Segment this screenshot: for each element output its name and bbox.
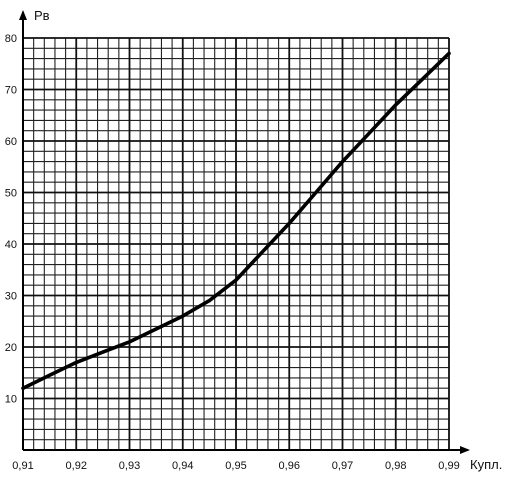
y-tick-label: 40 [5,239,17,251]
tick-labels: 10 20 30 40 50 60 70 80 0,91 0,92 0,93 0,94 0,95 0,96… [5,33,460,472]
x-axis-label: Купл. [470,457,502,472]
x-tick-label: 0,97 [332,460,353,472]
series-layer [21,51,451,391]
x-tick-label: 0,93 [119,460,140,472]
x-tick-label: 0,99 [438,460,459,472]
x-tick-label: 0,98 [385,460,406,472]
x-tick-label: 0,94 [172,460,193,472]
y-tick-label: 60 [5,136,17,148]
series-line [21,51,451,391]
axes [19,10,470,454]
x-axis-arrow [460,446,470,454]
y-tick-label: 50 [5,188,17,200]
y-axis-arrow [19,10,27,20]
y-tick-label: 20 [5,342,17,354]
x-tick-label: 0,96 [279,460,300,472]
y-axis-label: Рв [34,8,50,23]
x-tick-label: 0,95 [225,460,246,472]
y-tick-label: 70 [5,85,17,97]
x-tick-label: 0,91 [12,460,33,472]
x-tick-label: 0,92 [66,460,87,472]
grid-major [22,37,450,450]
y-tick-label: 10 [5,394,17,406]
y-tick-label: 30 [5,291,17,303]
y-tick-label: 80 [5,33,17,45]
